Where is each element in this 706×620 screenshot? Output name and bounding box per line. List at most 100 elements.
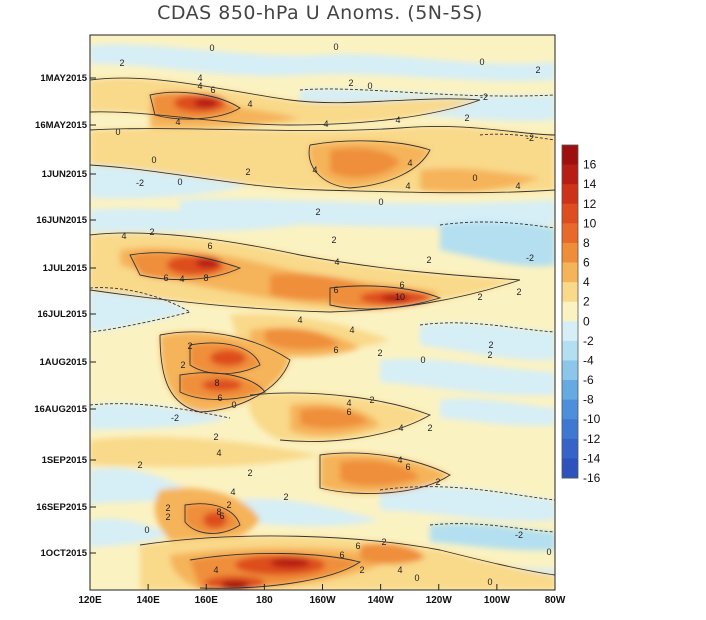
colorbar-label: -14 <box>583 451 601 465</box>
contour-label: 4 <box>395 115 400 125</box>
contour-label: 8 <box>203 273 208 283</box>
contour-label: 2 <box>315 207 320 217</box>
contour-label: 6 <box>333 285 338 295</box>
negative-anomaly-band <box>90 518 170 548</box>
contour-line <box>90 164 555 194</box>
colorbar-label: -8 <box>583 393 594 407</box>
colorbar-label: -12 <box>583 432 601 446</box>
contour-label: 4 <box>346 398 351 408</box>
contour-line <box>189 552 362 589</box>
contour-label: 6 <box>399 280 404 290</box>
contour-label: 0 <box>209 43 214 53</box>
contour-label: 4 <box>197 81 202 91</box>
contour-label: 4 <box>121 231 126 241</box>
negative-anomaly-band <box>430 523 555 551</box>
colorbar-swatch <box>562 242 578 264</box>
negative-anomaly-band <box>380 358 555 396</box>
contour-label: 2 <box>464 113 469 123</box>
x-axis: 120E 140E 160E 180 160W 140W 120W 100W 80W <box>78 584 566 606</box>
colorbar: 16 14 12 10 8 6 4 2 0 -2 -4 -6 -8 -10 -12 -14 -16 <box>561 144 601 485</box>
contour-line <box>149 91 241 120</box>
contour-label: 2 <box>213 432 218 442</box>
negative-anomaly-band <box>180 198 555 228</box>
anomaly-core-strong <box>194 98 218 108</box>
contour-line <box>249 392 432 442</box>
contour-label: 2 <box>369 395 374 405</box>
contour-label: 2 <box>283 492 288 502</box>
anomaly-core <box>265 328 340 350</box>
contour-label: 4 <box>213 565 218 575</box>
contour-label: 0 <box>151 155 156 165</box>
positive-anomaly-band <box>90 436 320 468</box>
y-tick-label: 16MAY2015 <box>35 120 88 131</box>
colorbar-swatch <box>562 321 578 342</box>
negative-anomaly-band <box>90 208 300 232</box>
anomaly-core-strong <box>196 258 220 268</box>
contour-label: 2 <box>348 78 353 88</box>
contour-line <box>90 77 481 104</box>
anomaly-core <box>340 460 420 486</box>
contour-label: 0 <box>546 547 551 557</box>
y-tick-label: 1MAY2015 <box>40 73 87 84</box>
contour-label: 2 <box>247 468 252 478</box>
y-axis: 1MAY2015 16MAY2015 1JUN2015 16JUN2015 1JUL20… <box>34 73 96 559</box>
contour-label: 4 <box>297 315 302 325</box>
contour-label: 0 <box>333 42 338 52</box>
contour-line <box>308 140 431 189</box>
colorbar-swatch <box>562 380 578 401</box>
negative-anomaly-band <box>90 287 190 332</box>
colorbar-swatch <box>562 164 578 185</box>
contour-label: 0 <box>177 177 182 187</box>
contour-label: 2 <box>377 348 382 358</box>
colorbar-swatch <box>562 145 578 166</box>
colorbar-label: 10 <box>583 216 597 230</box>
y-tick-label: 1JUL2015 <box>43 263 88 274</box>
x-tick-label: 180 <box>256 595 273 606</box>
contour-line <box>129 252 242 280</box>
contour-line-negative <box>429 523 555 533</box>
colorbar-swatch <box>562 301 578 322</box>
contour-label: 2 <box>488 340 493 350</box>
negative-anomaly-band <box>420 322 555 361</box>
contour-label: 2 <box>165 503 170 513</box>
x-tick-label: 140E <box>136 595 160 606</box>
colorbar-label: 14 <box>583 177 597 191</box>
contour-label: 4 <box>405 181 410 191</box>
contour-label: 2 <box>187 341 192 351</box>
contour-label: 0 <box>420 355 425 365</box>
negative-anomaly-band <box>380 486 555 522</box>
x-tick-label: 100W <box>484 595 511 606</box>
contour-label: 2 <box>359 565 364 575</box>
anomaly-core <box>330 148 400 178</box>
contour-label: 6 <box>355 541 360 551</box>
positive-anomaly-band <box>420 168 540 193</box>
contour-label: 0 <box>414 573 419 583</box>
contour-label: 2 <box>119 58 124 68</box>
colorbar-swatch <box>562 399 578 420</box>
colorbar-label: -4 <box>583 353 594 367</box>
colorbar-swatch <box>562 262 578 283</box>
x-tick-label: 120E <box>78 595 102 606</box>
colorbar-label: 2 <box>583 295 590 309</box>
contour-line <box>189 342 261 375</box>
colorbar-swatch <box>562 340 578 361</box>
contour-label: 4 <box>247 99 252 109</box>
negative-anomaly-band <box>440 398 555 426</box>
contour-label: 4 <box>398 423 403 433</box>
contour-line <box>90 99 481 126</box>
contour-line <box>139 535 555 576</box>
colorbar-swatch <box>562 438 578 459</box>
x-tick-label: 160E <box>195 595 219 606</box>
colorbar-swatch <box>562 419 578 440</box>
contour-label: 2 <box>137 460 142 470</box>
colorbar-label: -2 <box>583 334 594 348</box>
contour-label: 8 <box>216 507 221 517</box>
contour-label: 2 <box>535 65 540 75</box>
x-tick-label: 160W <box>309 595 336 606</box>
contour-label: 6 <box>339 550 344 560</box>
contour-line-negative <box>419 322 555 333</box>
y-tick-label: 16JUL2015 <box>37 309 87 320</box>
contour-label: 2 <box>435 477 440 487</box>
y-tick-label: 1JUN2015 <box>42 169 88 180</box>
